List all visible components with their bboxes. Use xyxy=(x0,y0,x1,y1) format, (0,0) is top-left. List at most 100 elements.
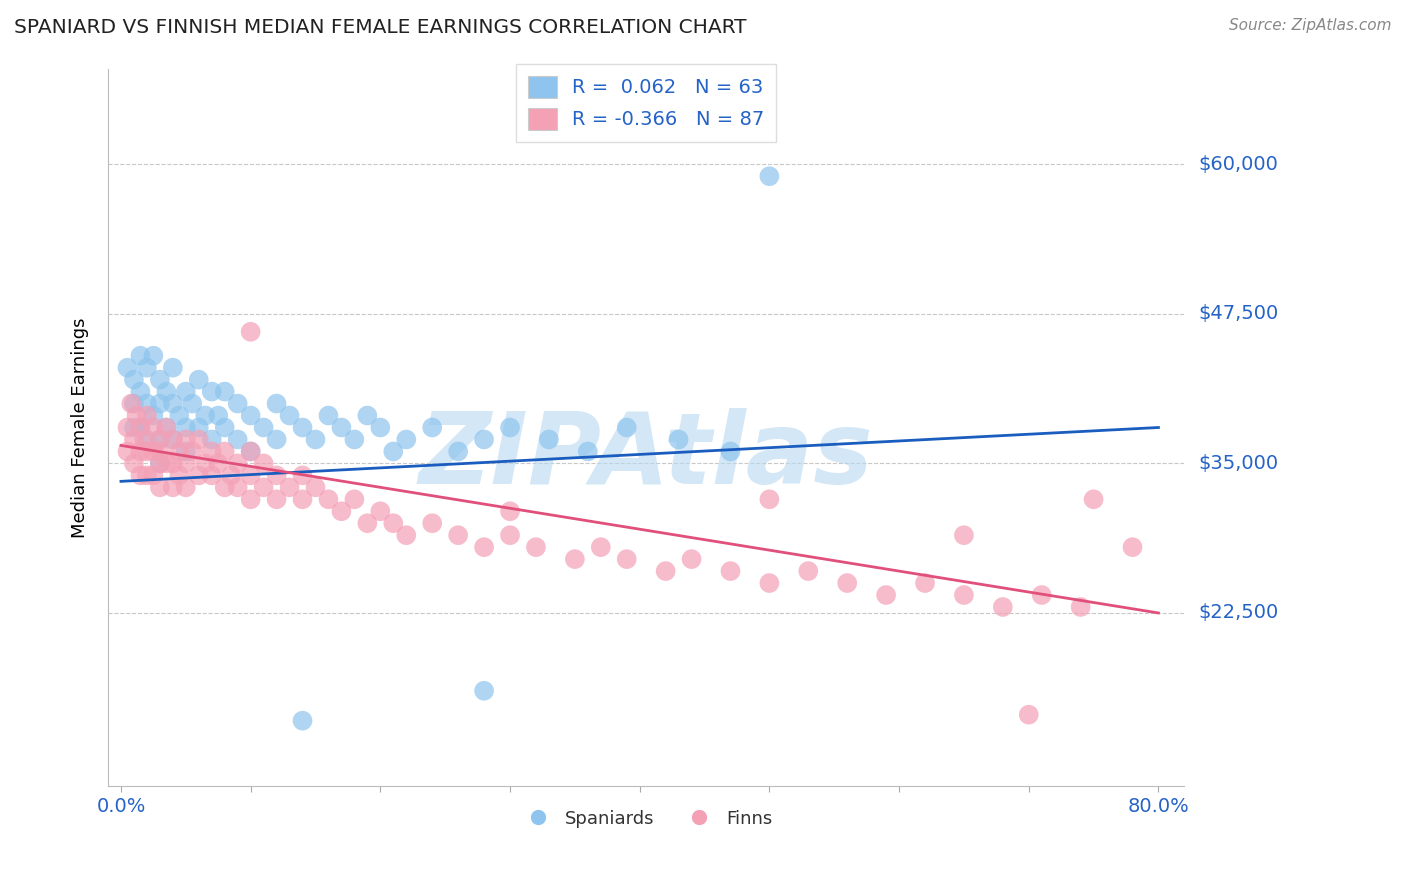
Point xyxy=(837,576,859,591)
Point xyxy=(134,433,156,447)
Point xyxy=(117,360,139,375)
Point xyxy=(135,444,157,458)
Legend: Spaniards, Finns: Spaniards, Finns xyxy=(512,803,780,835)
Point xyxy=(207,409,229,423)
Point xyxy=(239,444,262,458)
Point xyxy=(356,409,378,423)
Point xyxy=(155,384,177,399)
Point xyxy=(239,468,262,483)
Point xyxy=(201,384,224,399)
Point xyxy=(681,552,703,566)
Point xyxy=(953,528,976,542)
Point xyxy=(174,444,197,458)
Point xyxy=(122,373,145,387)
Point xyxy=(174,420,197,434)
Point xyxy=(1070,599,1092,614)
Point xyxy=(226,396,249,410)
Point xyxy=(370,420,392,434)
Point xyxy=(117,444,139,458)
Point xyxy=(318,492,340,507)
Point xyxy=(125,409,148,423)
Point xyxy=(194,457,217,471)
Point xyxy=(169,409,191,423)
Point xyxy=(142,420,165,434)
Point xyxy=(214,480,236,494)
Point xyxy=(129,444,152,458)
Point xyxy=(252,480,274,494)
Point xyxy=(174,480,197,494)
Point xyxy=(169,468,191,483)
Point xyxy=(343,492,366,507)
Point xyxy=(187,373,209,387)
Point xyxy=(875,588,897,602)
Point xyxy=(239,409,262,423)
Point xyxy=(616,420,638,434)
Point xyxy=(914,576,936,591)
Point xyxy=(122,420,145,434)
Point xyxy=(149,373,172,387)
Point xyxy=(304,480,326,494)
Point xyxy=(370,504,392,518)
Point xyxy=(239,325,262,339)
Point xyxy=(797,564,820,578)
Point xyxy=(129,420,152,434)
Point xyxy=(382,516,405,531)
Point xyxy=(266,492,288,507)
Point xyxy=(564,552,586,566)
Point xyxy=(162,433,184,447)
Point xyxy=(149,433,172,447)
Point xyxy=(135,468,157,483)
Point xyxy=(1083,492,1105,507)
Point xyxy=(720,564,742,578)
Point xyxy=(149,457,172,471)
Point xyxy=(1031,588,1053,602)
Point xyxy=(472,433,495,447)
Point xyxy=(239,444,262,458)
Point xyxy=(129,468,152,483)
Point xyxy=(1018,707,1040,722)
Text: ZIPAtlas: ZIPAtlas xyxy=(419,408,873,505)
Point xyxy=(149,396,172,410)
Text: $60,000: $60,000 xyxy=(1198,154,1278,174)
Point xyxy=(174,384,197,399)
Point xyxy=(266,433,288,447)
Point xyxy=(201,468,224,483)
Point xyxy=(226,433,249,447)
Point xyxy=(266,396,288,410)
Y-axis label: Median Female Earnings: Median Female Earnings xyxy=(72,318,89,538)
Point xyxy=(174,433,197,447)
Text: $35,000: $35,000 xyxy=(1198,454,1278,473)
Point xyxy=(162,433,184,447)
Point xyxy=(201,444,224,458)
Point xyxy=(149,433,172,447)
Point xyxy=(499,504,522,518)
Point xyxy=(953,588,976,602)
Text: Source: ZipAtlas.com: Source: ZipAtlas.com xyxy=(1229,18,1392,33)
Point xyxy=(129,420,152,434)
Point xyxy=(668,433,690,447)
Point xyxy=(142,444,165,458)
Point xyxy=(239,492,262,507)
Point xyxy=(252,457,274,471)
Point xyxy=(382,444,405,458)
Point xyxy=(343,433,366,447)
Point xyxy=(654,564,676,578)
Text: $22,500: $22,500 xyxy=(1198,604,1278,623)
Point xyxy=(169,444,191,458)
Point xyxy=(135,360,157,375)
Point xyxy=(266,468,288,483)
Point xyxy=(162,396,184,410)
Point xyxy=(291,420,314,434)
Point xyxy=(187,468,209,483)
Point xyxy=(214,444,236,458)
Point xyxy=(135,396,157,410)
Point xyxy=(149,480,172,494)
Point xyxy=(291,492,314,507)
Point xyxy=(616,552,638,566)
Point xyxy=(758,492,780,507)
Point xyxy=(219,468,242,483)
Point xyxy=(122,457,145,471)
Point xyxy=(207,457,229,471)
Point xyxy=(149,444,172,458)
Point xyxy=(214,384,236,399)
